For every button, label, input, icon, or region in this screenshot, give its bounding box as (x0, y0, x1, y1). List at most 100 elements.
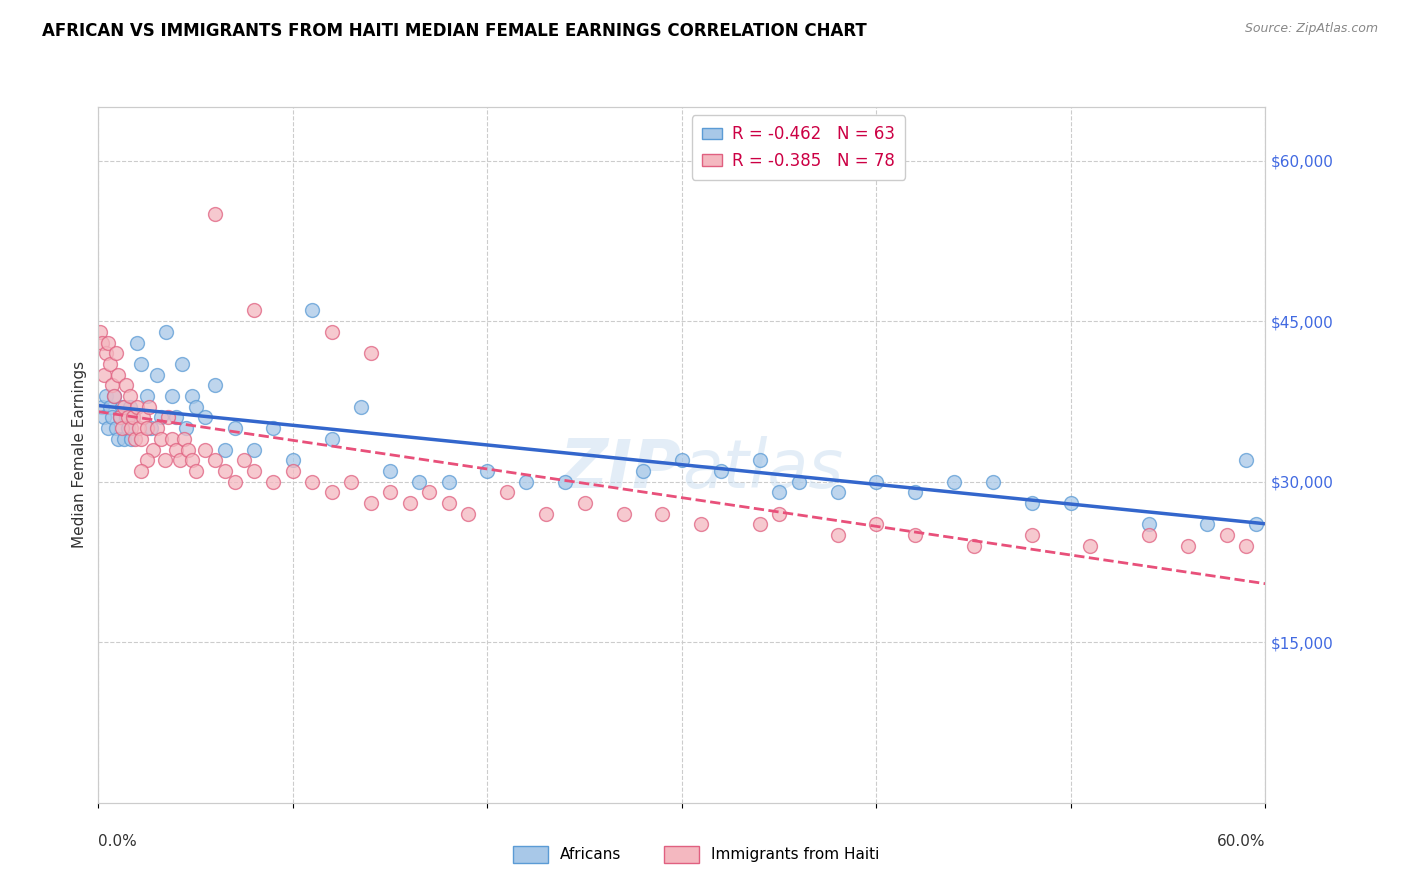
Point (173, 432, 195, 446)
Point (89, 325, 111, 339)
Point (107, 432, 129, 446)
Point (214, 464, 236, 478)
Point (101, 378, 124, 392)
FancyBboxPatch shape (665, 846, 699, 863)
Point (1177, 539, 1199, 553)
Point (281, 464, 304, 478)
Point (1021, 528, 1043, 542)
Text: 60.0%: 60.0% (1218, 834, 1265, 849)
Point (104, 421, 127, 435)
Point (98, 400, 121, 414)
Point (787, 475, 810, 489)
Point (865, 517, 887, 532)
Point (1060, 496, 1083, 510)
Point (169, 453, 191, 467)
Point (129, 357, 152, 371)
Point (98, 357, 121, 371)
Point (350, 400, 373, 414)
Point (378, 464, 402, 478)
Point (118, 389, 141, 403)
Text: ZIP: ZIP (560, 436, 682, 502)
Text: Immigrants from Haiti: Immigrants from Haiti (711, 847, 880, 863)
Point (111, 400, 134, 414)
Point (97, 335, 120, 350)
Point (1234, 453, 1257, 467)
Point (129, 464, 152, 478)
Point (398, 496, 420, 510)
Point (165, 410, 187, 425)
Point (170, 357, 193, 371)
Point (129, 432, 152, 446)
Point (378, 485, 402, 500)
Point (127, 400, 149, 414)
Point (233, 453, 256, 467)
Point (93, 410, 115, 425)
Point (103, 389, 125, 403)
Point (138, 400, 160, 414)
Point (117, 410, 139, 425)
Point (613, 507, 636, 521)
Point (904, 528, 927, 542)
Point (710, 464, 733, 478)
Point (865, 475, 887, 489)
Point (768, 485, 790, 500)
Point (340, 475, 363, 489)
Point (827, 485, 849, 500)
Point (118, 400, 141, 414)
Point (104, 346, 127, 360)
Point (157, 410, 180, 425)
Point (224, 475, 246, 489)
Point (360, 496, 382, 510)
Point (128, 421, 150, 435)
Point (149, 410, 172, 425)
Point (107, 368, 129, 382)
Point (515, 475, 537, 489)
Point (1215, 528, 1237, 542)
Point (962, 539, 984, 553)
Point (321, 325, 343, 339)
Point (174, 421, 197, 435)
Point (418, 485, 440, 500)
Legend: R = -0.462   N = 63, R = -0.385   N = 78: R = -0.462 N = 63, R = -0.385 N = 78 (692, 115, 905, 179)
Text: atlas: atlas (682, 436, 844, 502)
Point (149, 432, 172, 446)
Point (262, 421, 284, 435)
Point (122, 410, 145, 425)
Point (943, 475, 966, 489)
Point (827, 528, 849, 542)
Point (1137, 528, 1160, 542)
Point (177, 442, 200, 457)
Point (495, 485, 517, 500)
Text: Africans: Africans (560, 847, 621, 863)
Point (136, 453, 159, 467)
Point (554, 475, 576, 489)
Point (262, 475, 284, 489)
Point (1244, 517, 1267, 532)
Point (155, 325, 177, 339)
Point (768, 507, 790, 521)
Point (301, 475, 323, 489)
Point (214, 442, 236, 457)
Point (1195, 517, 1218, 532)
Point (477, 464, 499, 478)
Point (121, 421, 143, 435)
Point (91, 400, 114, 414)
Point (127, 335, 149, 350)
Y-axis label: Median Female Earnings: Median Female Earnings (72, 361, 87, 549)
Point (136, 389, 159, 403)
Point (117, 421, 139, 435)
Point (243, 464, 266, 478)
Point (204, 207, 226, 221)
Point (651, 507, 673, 521)
Point (124, 432, 146, 446)
Point (162, 432, 184, 446)
Point (165, 442, 187, 457)
Point (1080, 539, 1102, 553)
Point (132, 410, 155, 425)
Point (631, 464, 654, 478)
Point (321, 432, 343, 446)
FancyBboxPatch shape (513, 846, 548, 863)
Point (108, 410, 131, 425)
Point (112, 432, 135, 446)
Point (162, 389, 184, 403)
